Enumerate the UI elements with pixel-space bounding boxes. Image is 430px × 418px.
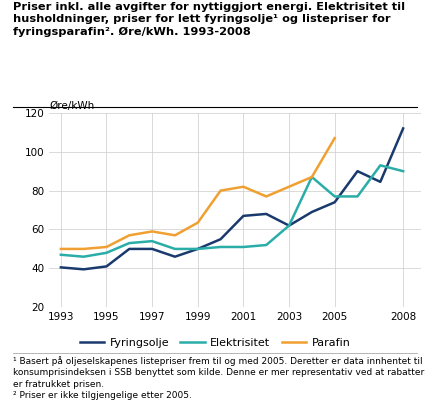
Legend: Fyringsolje, Elektrisitet, Parafin: Fyringsolje, Elektrisitet, Parafin (75, 334, 355, 352)
Fyringsolje (286, 223, 292, 228)
Elektrisitet (378, 163, 383, 168)
Elektrisitet (58, 252, 64, 257)
Fyringsolje (332, 200, 337, 205)
Fyringsolje (195, 246, 200, 251)
Parafin (150, 229, 155, 234)
Fyringsolje (150, 246, 155, 251)
Elektrisitet (241, 245, 246, 250)
Parafin (332, 135, 337, 140)
Elektrisitet (355, 194, 360, 199)
Fyringsolje (355, 168, 360, 174)
Elektrisitet (218, 245, 223, 250)
Parafin (195, 220, 200, 225)
Fyringsolje (58, 265, 64, 270)
Fyringsolje (264, 212, 269, 217)
Text: Priser inkl. alle avgifter for nyttiggjort energi. Elektrisitet til
husholdninge: Priser inkl. alle avgifter for nyttiggjo… (13, 2, 405, 37)
Text: ¹ Basert på oljeselskapenes listepriser frem til og med 2005. Deretter er data i: ¹ Basert på oljeselskapenes listepriser … (13, 356, 424, 400)
Elektrisitet (195, 246, 200, 251)
Fyringsolje (172, 254, 178, 259)
Parafin (81, 246, 86, 251)
Elektrisitet (81, 254, 86, 259)
Parafin (286, 184, 292, 189)
Elektrisitet (309, 174, 314, 179)
Elektrisitet (332, 194, 337, 199)
Parafin (104, 245, 109, 250)
Line: Elektrisitet: Elektrisitet (61, 166, 403, 257)
Elektrisitet (401, 168, 406, 174)
Elektrisitet (104, 250, 109, 255)
Fyringsolje (104, 264, 109, 269)
Parafin (58, 246, 64, 251)
Elektrisitet (286, 223, 292, 228)
Fyringsolje (401, 126, 406, 131)
Fyringsolje (127, 246, 132, 251)
Elektrisitet (150, 239, 155, 244)
Line: Parafin: Parafin (61, 138, 335, 249)
Parafin (127, 233, 132, 238)
Elektrisitet (172, 246, 178, 251)
Fyringsolje (378, 179, 383, 184)
Parafin (172, 233, 178, 238)
Text: Øre/kWh: Øre/kWh (49, 101, 95, 111)
Parafin (241, 184, 246, 189)
Fyringsolje (309, 209, 314, 214)
Fyringsolje (241, 213, 246, 218)
Elektrisitet (127, 241, 132, 246)
Line: Fyringsolje: Fyringsolje (61, 128, 403, 269)
Parafin (309, 174, 314, 179)
Parafin (218, 188, 223, 193)
Elektrisitet (264, 242, 269, 247)
Fyringsolje (218, 237, 223, 242)
Fyringsolje (81, 267, 86, 272)
Parafin (264, 194, 269, 199)
